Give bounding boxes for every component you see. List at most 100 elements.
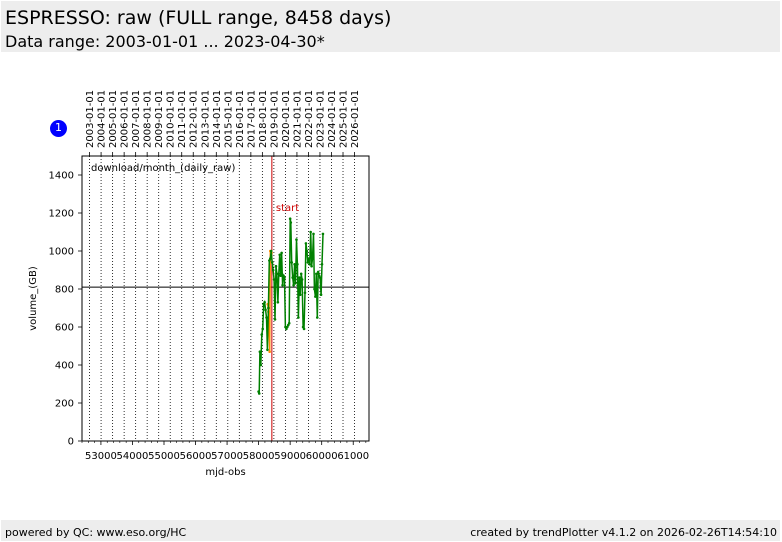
series-1-point-22	[277, 272, 281, 276]
top-date-label-16: 2019-01-01	[269, 90, 280, 148]
series-1-point-64	[316, 270, 320, 274]
series-1-point-21	[276, 301, 280, 304]
series-1-point-68	[320, 263, 324, 266]
series-1-point-2	[258, 350, 262, 354]
x-tick-label-0: 53000	[85, 451, 117, 462]
top-date-label-20: 2023-01-01	[315, 90, 326, 148]
series-1-point-58	[311, 257, 314, 260]
series-1-point-15	[270, 261, 274, 264]
footer-credit: powered by QC: www.eso.org/HC	[5, 526, 187, 539]
series-1-point-47	[300, 278, 304, 281]
top-date-label-3: 2006-01-01	[120, 90, 131, 148]
top-date-label-5: 2008-01-01	[143, 90, 154, 148]
series-1-point-17	[272, 278, 276, 281]
series-1-point-53	[306, 261, 310, 264]
series-1-point-13	[268, 257, 272, 260]
series-1-point-43	[297, 316, 300, 319]
series-1-point-41	[295, 238, 298, 241]
series-1-point-61	[314, 295, 317, 298]
top-date-label-8: 2011-01-01	[177, 90, 188, 148]
top-date-label-14: 2017-01-01	[246, 90, 257, 148]
data-range-subtitle: Data range: 2003-01-01 ... 2023-04-30*	[5, 32, 325, 51]
y-tick-label-5: 1000	[49, 247, 74, 258]
top-date-label-17: 2020-01-01	[281, 90, 292, 148]
series-1-point-66	[318, 276, 322, 279]
x-tick-label-5: 58000	[243, 451, 275, 462]
series-1-point-44	[298, 276, 301, 279]
top-date-label-0: 2003-01-01	[85, 90, 96, 148]
series-1-point-37	[291, 276, 294, 279]
series-1-point-67	[319, 293, 323, 297]
x-tick-label-3: 56000	[180, 451, 212, 462]
series-1-point-63	[315, 316, 319, 319]
series-1-point-36	[290, 261, 294, 264]
series-1-point-1	[257, 392, 261, 395]
top-date-label-12: 2015-01-01	[223, 90, 234, 148]
y-tick-label-4: 800	[55, 285, 74, 296]
series-1-point-57	[310, 264, 313, 268]
top-date-label-4: 2007-01-01	[131, 90, 142, 148]
x-tick-label-2: 55000	[148, 451, 180, 462]
top-date-label-1: 2004-01-01	[97, 90, 108, 148]
plot-annotation: download/month_(daily_raw)	[91, 163, 235, 174]
top-date-label-10: 2013-01-01	[200, 90, 211, 148]
plot-number-badge[interactable]: 1	[50, 120, 67, 137]
series-1-point-7	[263, 301, 266, 304]
series-1-point-8	[264, 308, 267, 312]
y-axis-label: volume_(GB)	[28, 266, 39, 331]
series-1-point-10	[266, 348, 269, 352]
footer-bar: powered by QC: www.eso.org/HC created by…	[1, 520, 780, 541]
series-1-point-24	[279, 274, 282, 278]
series-line-1	[257, 218, 324, 394]
start-marker-label: start	[276, 203, 299, 214]
top-date-label-9: 2012-01-01	[189, 90, 200, 148]
series-1-point-5	[261, 327, 265, 331]
series-1-point-26	[281, 283, 284, 287]
series-1-point-28	[283, 276, 286, 279]
series-1-point-51	[304, 242, 308, 245]
header-bar: ESPRESSO: raw (FULL range, 8458 days) Da…	[1, 1, 780, 52]
top-date-label-2: 2005-01-01	[108, 90, 119, 148]
series-1-point-42	[296, 263, 299, 266]
page-title: ESPRESSO: raw (FULL range, 8458 days)	[5, 7, 392, 29]
series-1-point-54	[307, 257, 311, 260]
series-1-point-60	[313, 287, 316, 291]
series-1-point-4	[260, 333, 264, 336]
y-tick-label-3: 600	[55, 323, 74, 334]
series-1-point-56	[309, 230, 312, 234]
top-date-label-21: 2024-01-01	[327, 90, 338, 148]
x-tick-label-8: 61000	[337, 451, 369, 462]
top-date-label-23: 2026-01-01	[350, 90, 361, 148]
series-1-point-39	[293, 263, 296, 266]
x-axis-label: mjd-obs	[205, 467, 245, 478]
top-date-label-6: 2009-01-01	[154, 90, 165, 148]
series-1-point-14	[269, 249, 273, 253]
series-1-point-34	[288, 217, 292, 220]
y-tick-label-1: 200	[55, 399, 74, 410]
series-1-point-50	[303, 291, 307, 295]
series-1-point-20	[275, 272, 279, 276]
series-1-point-38	[292, 283, 295, 287]
series-1-point-40	[294, 282, 297, 285]
y-tick-label-0: 0	[68, 437, 74, 448]
series-1-point-19	[274, 264, 278, 268]
x-tick-label-4: 57000	[211, 451, 243, 462]
top-date-label-11: 2014-01-01	[212, 90, 223, 148]
y-tick-label-7: 1400	[49, 171, 74, 182]
x-tick-label-7: 60000	[306, 451, 338, 462]
series-1-point-33	[287, 321, 291, 325]
series-1-point-16	[271, 268, 275, 272]
series-1-point-62	[315, 272, 318, 276]
series-1-point-3	[259, 363, 263, 367]
series-1-point-69	[321, 232, 325, 236]
series-0-point-3	[268, 350, 271, 354]
plot-frame	[81, 155, 370, 442]
series-1-point-59	[312, 232, 315, 236]
top-date-label-18: 2021-01-01	[292, 90, 303, 148]
series-1-point-9	[265, 316, 268, 319]
top-date-label-15: 2018-01-01	[258, 90, 269, 148]
series-1-point-18	[273, 318, 277, 321]
series-1-point-23	[278, 253, 282, 257]
x-tick-label-6: 59000	[274, 451, 306, 462]
series-1-point-55	[308, 263, 312, 266]
